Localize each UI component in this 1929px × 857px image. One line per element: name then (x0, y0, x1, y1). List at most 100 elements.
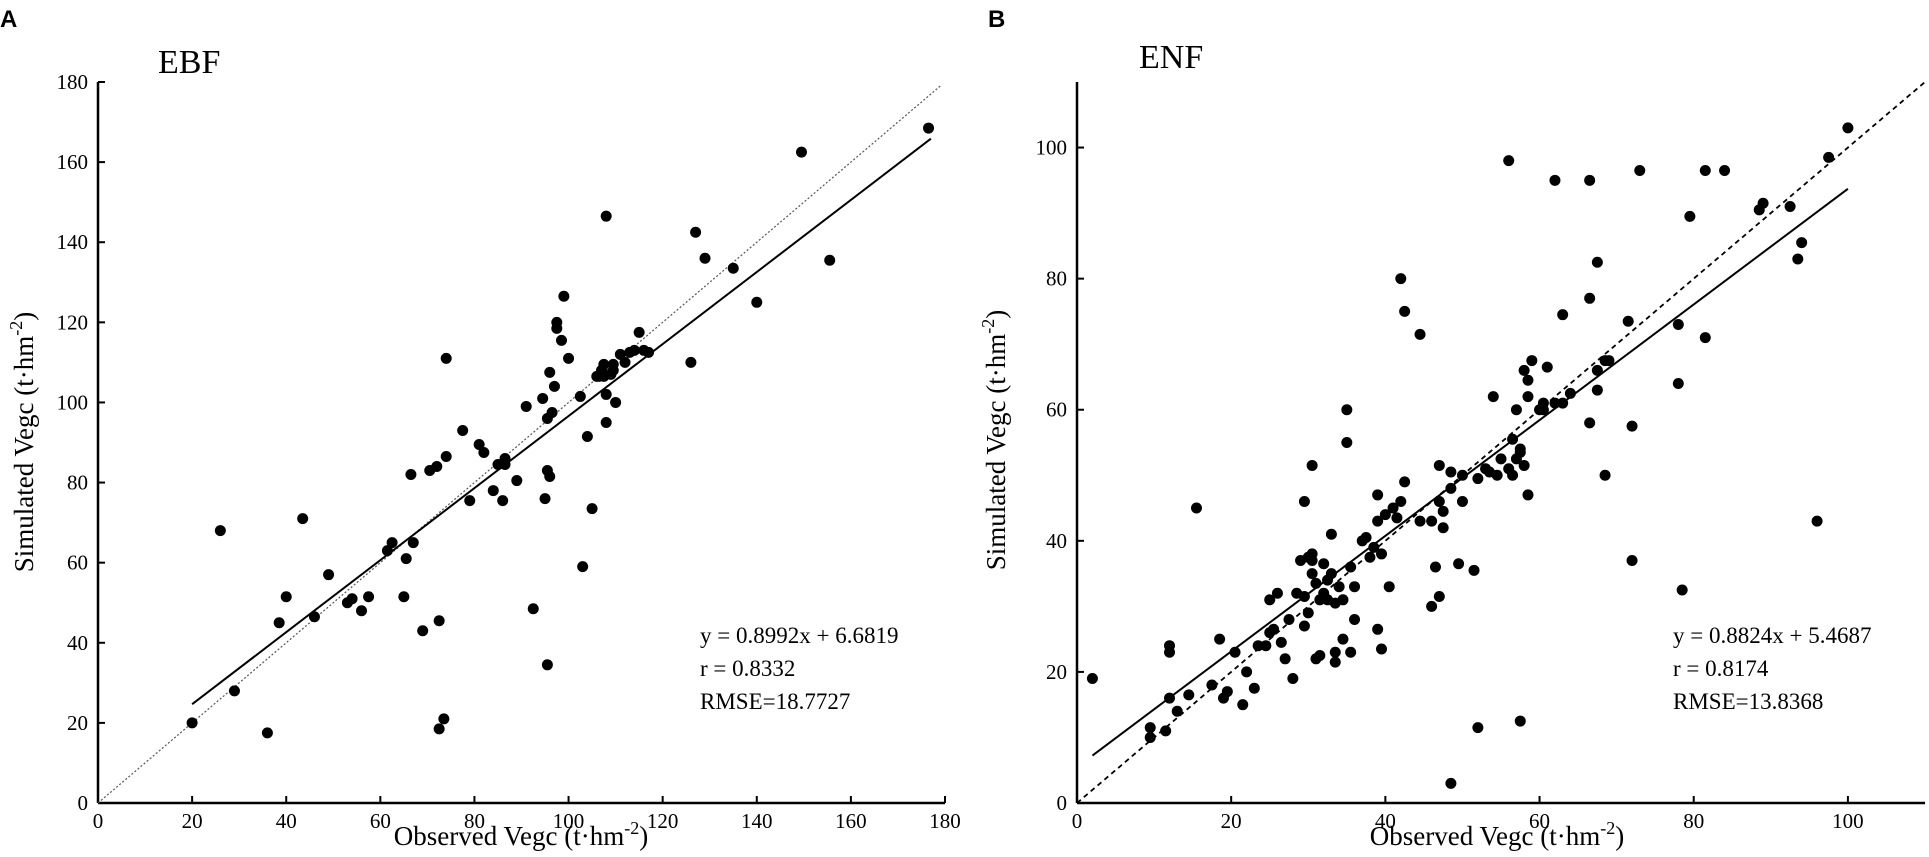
data-point-b-79 (1414, 515, 1426, 527)
data-point-b-17 (1248, 682, 1260, 694)
data-point-b-135 (1622, 315, 1634, 327)
data-point-b-65 (1372, 489, 1384, 501)
data-point-b-109 (1514, 446, 1526, 458)
data-point-b-107 (1510, 404, 1522, 416)
data-point-a-60 (598, 358, 610, 370)
data-point-b-67 (1372, 623, 1384, 635)
data-point-b-138 (1634, 164, 1646, 176)
data-point-b-121 (1549, 174, 1561, 186)
data-point-b-129 (1591, 384, 1603, 396)
data-point-b-86 (1437, 505, 1449, 517)
data-point-a-47 (548, 380, 560, 392)
data-point-b-80 (1426, 515, 1438, 527)
data-point-a-19 (417, 625, 429, 637)
data-point-b-48 (1325, 568, 1337, 580)
x-tick-label-a-40: 40 (276, 809, 297, 833)
data-point-b-134 (1603, 355, 1615, 367)
data-point-b-87 (1437, 522, 1449, 534)
data-point-b-93 (1456, 469, 1468, 481)
data-point-b-72 (1387, 502, 1399, 514)
data-point-b-11 (1214, 633, 1226, 645)
data-point-a-24 (438, 713, 450, 725)
data-point-a-79 (727, 262, 739, 274)
data-point-a-82 (824, 254, 836, 266)
y-tick-label-a-120: 120 (57, 310, 89, 334)
data-point-b-83 (1433, 459, 1445, 471)
data-point-a-28 (464, 495, 476, 507)
data-point-a-72 (628, 344, 640, 356)
data-point-b-44 (1318, 558, 1330, 570)
data-point-b-105 (1507, 433, 1519, 445)
y-tick-label-a-80: 80 (67, 471, 88, 495)
y-tick-label-b-100: 100 (1036, 136, 1068, 160)
data-point-b-77 (1399, 476, 1411, 488)
data-point-a-1 (214, 525, 226, 537)
data-point-b-7 (1171, 705, 1183, 717)
y-tick-label-a-100: 100 (57, 390, 89, 414)
data-point-a-6 (297, 513, 309, 525)
data-point-a-12 (363, 591, 375, 603)
y-ticks-b: 0 20 40 60 80 100 (1036, 136, 1084, 815)
data-point-b-143 (1699, 164, 1711, 176)
data-points-a (186, 122, 935, 739)
data-point-a-37 (520, 400, 532, 412)
data-point-b-53 (1337, 594, 1349, 606)
x-tick-label-b-60: 60 (1529, 809, 1550, 833)
x-tick-label-b-80: 80 (1683, 809, 1704, 833)
y-tick-label-a-40: 40 (67, 631, 88, 655)
data-point-b-38 (1306, 568, 1318, 580)
y-tick-label-b-0: 0 (1057, 791, 1068, 815)
data-point-a-36 (511, 475, 523, 487)
y-tick-label-a-160: 160 (57, 150, 89, 174)
data-point-a-76 (685, 356, 697, 368)
data-point-b-150 (1796, 237, 1808, 249)
correlation-b: r = 0.8174 (1673, 656, 1769, 681)
data-point-a-26 (440, 352, 452, 364)
data-point-a-11 (356, 605, 368, 617)
data-point-b-112 (1518, 459, 1530, 471)
regression-line-b (1091, 187, 1849, 757)
data-point-b-114 (1522, 391, 1534, 403)
data-point-b-55 (1341, 404, 1353, 416)
x-tick-label-a-60: 60 (370, 809, 391, 833)
x-tick-label-a-140: 140 (741, 809, 773, 833)
y-tick-label-a-20: 20 (67, 711, 88, 735)
data-points-b (1086, 122, 1854, 789)
data-point-a-41 (541, 659, 553, 671)
data-point-b-151 (1811, 515, 1823, 527)
data-point-b-50 (1329, 646, 1341, 658)
y-tick-label-b-20: 20 (1046, 660, 1067, 684)
data-point-b-15 (1237, 699, 1249, 711)
data-point-a-21 (431, 461, 443, 473)
data-point-b-153 (1842, 122, 1854, 134)
data-point-a-2 (228, 685, 240, 697)
data-point-b-130 (1591, 364, 1603, 376)
x-axis-label-b: Observed Vegc (t·hm-2) (1370, 818, 1624, 851)
data-point-b-30 (1298, 495, 1310, 507)
data-point-b-94 (1468, 564, 1480, 576)
data-point-b-27 (1287, 672, 1299, 684)
panel-label-a: A (0, 6, 17, 33)
data-point-a-35 (499, 453, 511, 465)
data-point-a-46 (546, 406, 558, 418)
y-tick-label-b-80: 80 (1046, 267, 1067, 291)
data-point-a-55 (581, 430, 593, 442)
x-tick-label-a-100: 100 (553, 809, 585, 833)
data-point-b-100 (1491, 469, 1503, 481)
data-point-a-33 (497, 495, 509, 507)
rmse-b: RMSE=13.8368 (1673, 689, 1823, 714)
data-point-b-133 (1599, 469, 1611, 481)
data-point-b-89 (1445, 466, 1457, 478)
x-tick-label-b-20: 20 (1221, 809, 1242, 833)
data-point-b-2 (1144, 731, 1156, 743)
data-point-b-120 (1541, 361, 1553, 373)
data-point-a-5 (280, 591, 292, 603)
x-tick-label-a-20: 20 (182, 809, 203, 833)
data-point-a-38 (527, 603, 539, 615)
data-point-b-19 (1260, 640, 1272, 652)
y-axis-label-b: Simulated Vegc (t·hm-2) (978, 310, 1011, 570)
data-point-b-73 (1391, 512, 1403, 524)
data-point-b-116 (1526, 355, 1538, 367)
data-point-b-91 (1453, 558, 1465, 570)
